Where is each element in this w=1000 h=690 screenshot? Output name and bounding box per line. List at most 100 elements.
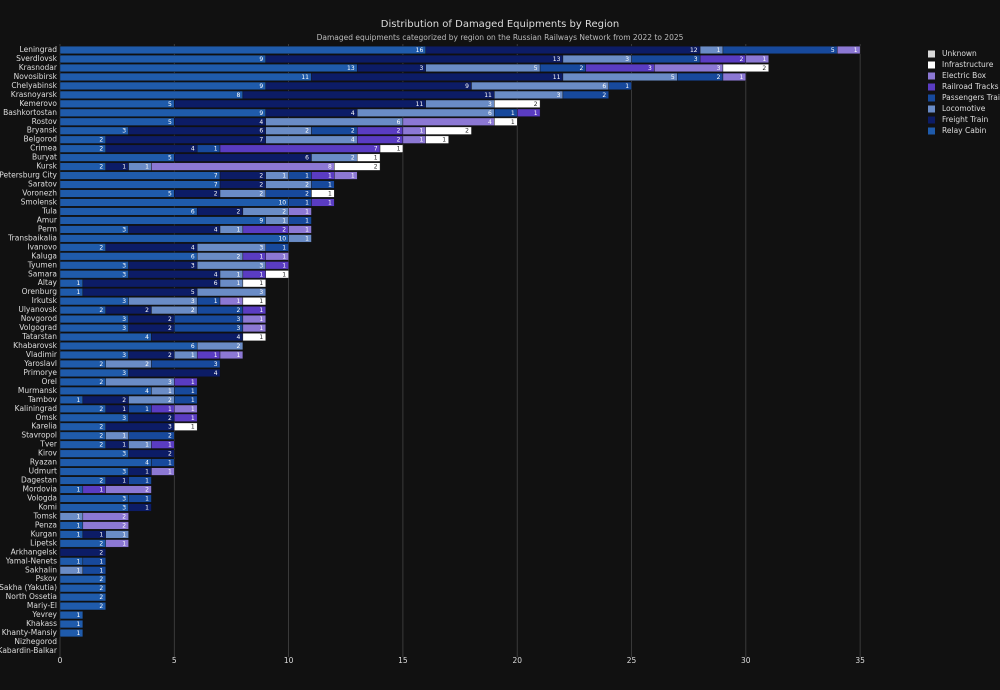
- bar-segment: [59, 350, 129, 359]
- bar-segment: [59, 611, 84, 620]
- bar-segment: [59, 458, 152, 467]
- data-label: 2: [237, 208, 241, 215]
- legend-label: Unknown: [942, 49, 977, 58]
- data-label: 1: [237, 280, 241, 287]
- data-label: 13: [553, 56, 561, 63]
- data-label: 1: [259, 271, 263, 278]
- bar-segment: [59, 575, 106, 584]
- bar-segment: [562, 90, 609, 99]
- bar-segment: [425, 46, 701, 55]
- bar-segment: [265, 117, 404, 126]
- bar-segment: [59, 117, 175, 126]
- data-label: 3: [259, 244, 263, 251]
- bar-segment: [59, 46, 426, 55]
- data-label: 6: [305, 155, 309, 162]
- y-tick-label: Kemerovo: [19, 99, 57, 108]
- bar-segment: [128, 225, 221, 234]
- y-tick-label: Volgograd: [19, 323, 57, 332]
- data-label: 1: [259, 316, 263, 323]
- data-label: 11: [301, 74, 309, 81]
- y-tick-label: Udmurt: [29, 467, 57, 476]
- legend-label: Infrastructure: [942, 60, 994, 69]
- bar-segment: [425, 126, 472, 135]
- bar-segment: [311, 72, 564, 81]
- bar-segment: [105, 144, 198, 153]
- data-label: 3: [122, 316, 126, 323]
- y-tick-label: Primorye: [23, 368, 57, 377]
- bar-segment: [59, 467, 129, 476]
- data-label: 4: [214, 271, 218, 278]
- data-label: 5: [534, 65, 538, 72]
- bar-segment: [105, 243, 198, 252]
- bar-segment: [105, 539, 129, 548]
- y-tick-label: Bashkortostan: [3, 108, 57, 117]
- data-label: 1: [237, 298, 241, 305]
- y-tick-label: Smolensk: [21, 197, 58, 206]
- data-label: 1: [77, 397, 81, 404]
- bar-segment: [59, 324, 129, 333]
- y-tick-label: Mariy-El: [27, 601, 57, 610]
- data-label: 1: [305, 217, 309, 224]
- data-label: 1: [282, 253, 286, 260]
- y-tick-label: Penza: [35, 520, 57, 529]
- data-label: 2: [397, 128, 401, 135]
- data-label: 3: [168, 379, 172, 386]
- data-label: 1: [191, 397, 195, 404]
- data-label: 1: [99, 531, 103, 538]
- data-label: 2: [717, 74, 721, 81]
- data-label: 1: [739, 74, 743, 81]
- data-label: 1: [145, 442, 149, 449]
- data-label: 1: [145, 496, 149, 503]
- data-label: 7: [374, 146, 378, 153]
- data-label: 1: [77, 630, 81, 637]
- y-tick-label: Bryansk: [27, 126, 58, 135]
- bar-segment: [59, 81, 266, 90]
- data-label: 4: [214, 226, 218, 233]
- data-label: 1: [77, 612, 81, 619]
- y-tick-label: Tatarstan: [21, 332, 57, 341]
- data-label: 2: [259, 182, 263, 189]
- bar-segment: [82, 521, 129, 530]
- bar-segment: [219, 144, 381, 153]
- data-label: 1: [328, 182, 332, 189]
- y-tick-label: Khabarovsk: [13, 341, 57, 350]
- data-label: 4: [351, 137, 355, 144]
- bar-segment: [311, 198, 335, 207]
- bar-segment: [288, 225, 312, 234]
- bar-segment: [151, 458, 175, 467]
- y-tick-label: Amur: [37, 215, 58, 224]
- bar-segment: [59, 315, 129, 324]
- data-label: 2: [99, 540, 103, 547]
- data-label: 1: [419, 128, 423, 135]
- data-label: 1: [328, 173, 332, 180]
- bar-segment: [356, 63, 426, 72]
- data-label: 2: [305, 182, 309, 189]
- data-label: 2: [122, 397, 126, 404]
- bar-segment: [59, 189, 175, 198]
- bar-segment: [517, 108, 541, 117]
- data-label: 1: [145, 504, 149, 511]
- data-label: 3: [122, 271, 126, 278]
- bar-segment: [59, 413, 129, 422]
- bar-segment: [105, 135, 266, 144]
- legend-swatch: [928, 72, 935, 80]
- y-tick-label: Orenburg: [22, 287, 58, 296]
- data-label: 3: [122, 226, 126, 233]
- data-label: 1: [237, 226, 241, 233]
- bar-segment: [242, 324, 266, 333]
- data-label: 1: [511, 119, 515, 126]
- data-label: 2: [305, 128, 309, 135]
- data-label: 1: [77, 621, 81, 628]
- bar-segment: [265, 270, 289, 279]
- data-label: 2: [99, 594, 103, 601]
- data-label: 1: [397, 146, 401, 153]
- data-label: 1: [305, 226, 309, 233]
- data-label: 3: [168, 424, 172, 431]
- bar-segment: [59, 261, 129, 270]
- bar-segment: [128, 431, 175, 440]
- y-tick-label: Kaliningrad: [15, 404, 58, 413]
- data-label: 2: [99, 307, 103, 314]
- y-tick-label: Vladimir: [26, 350, 58, 359]
- y-tick-label: Crimea: [30, 144, 57, 153]
